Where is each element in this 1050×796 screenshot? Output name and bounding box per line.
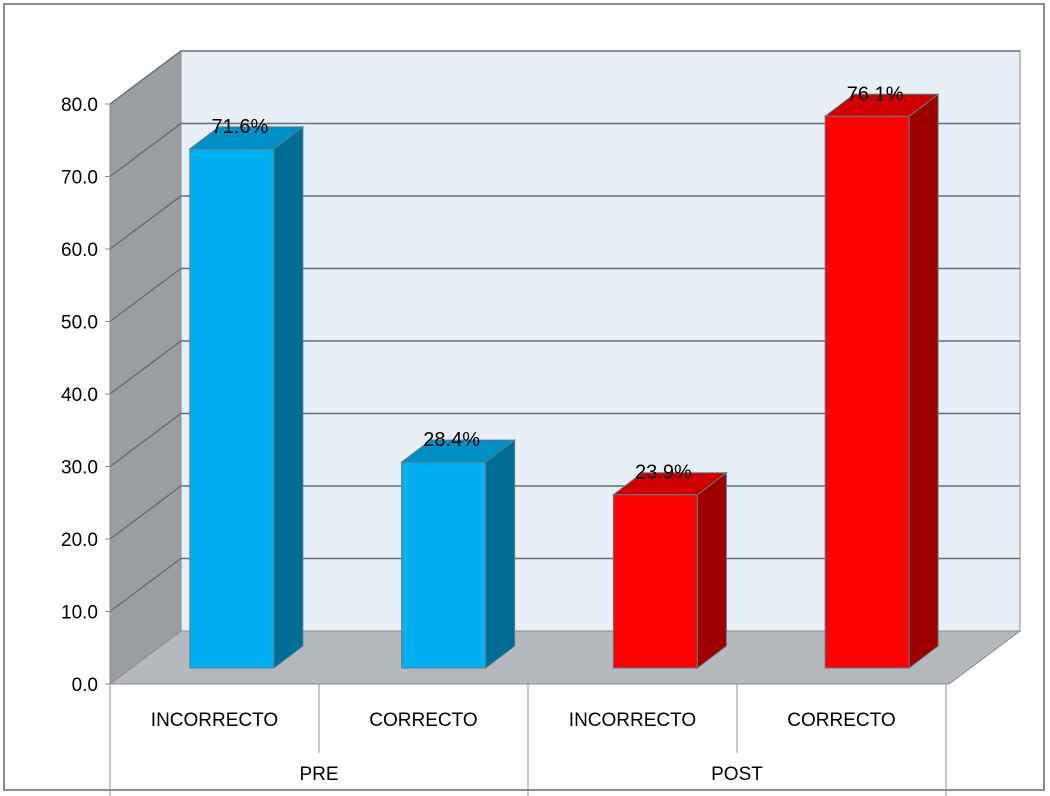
bar-side — [696, 471, 727, 670]
gridline — [109, 267, 1020, 323]
y-tick-label: 30.0 — [61, 458, 98, 479]
data-label: 71.6% — [212, 116, 269, 138]
x-category-label: INCORRECTO — [151, 710, 278, 731]
x-category-label: INCORRECTO — [569, 710, 696, 731]
gridline — [109, 122, 1020, 178]
gridline — [109, 195, 1020, 250]
bar-side — [485, 439, 516, 670]
bar-side — [908, 93, 939, 670]
y-tick-label: 60.0 — [61, 240, 98, 261]
y-tick-label: 20.0 — [61, 530, 98, 551]
data-label: 23.9% — [635, 462, 692, 484]
gridline — [109, 340, 1020, 395]
x-category-label: CORRECTO — [787, 710, 895, 731]
gridline — [109, 50, 1020, 105]
bar-front — [824, 115, 910, 669]
y-tick-label: 80.0 — [61, 95, 98, 116]
y-tick-label: 70.0 — [61, 168, 98, 189]
y-tick-label: 50.0 — [61, 313, 98, 334]
gridline — [109, 485, 1020, 540]
gridline — [109, 412, 1020, 468]
bar-side — [273, 125, 304, 670]
x-group-label: POST — [711, 764, 763, 785]
bar-front — [612, 494, 698, 669]
bar-4 — [823, 93, 940, 670]
data-label: 28.4% — [423, 429, 480, 451]
data-label: 76.1% — [847, 83, 904, 105]
y-tick-label: 10.0 — [61, 603, 98, 624]
x-group-label: PRE — [299, 764, 338, 785]
bar-front — [189, 148, 275, 669]
bar-1 — [188, 125, 305, 670]
y-tick-label: 0.0 — [72, 675, 98, 696]
bar-3 — [611, 471, 728, 670]
bar-front — [401, 461, 487, 669]
bar-2 — [400, 439, 517, 670]
gridline — [109, 557, 1020, 613]
x-category-label: CORRECTO — [369, 710, 477, 731]
y-tick-label: 40.0 — [61, 385, 98, 406]
